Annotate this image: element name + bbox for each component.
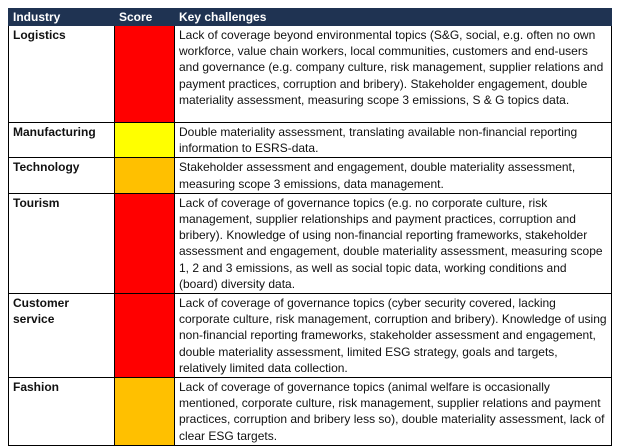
industry-cell: Tourism [8, 192, 115, 295]
industry-challenges-table: Industry Score Key challenges Logistics … [8, 8, 612, 446]
score-cell [114, 293, 175, 379]
industry-cell: Manufacturing [8, 121, 115, 159]
table-row-tourism: Tourism Lack of coverage of governance t… [8, 192, 612, 295]
table-header-row: Industry Score Key challenges [8, 8, 612, 26]
header-industry: Industry [8, 8, 115, 26]
score-cell [114, 121, 175, 159]
industry-challenges-table-container: Industry Score Key challenges Logistics … [8, 8, 612, 446]
challenges-cell: Lack of coverage beyond environmental to… [174, 25, 612, 123]
industry-cell: Fashion [8, 377, 115, 446]
table-row-customer-service: Customer service Lack of coverage of gov… [8, 293, 612, 379]
challenges-cell: Lack of coverage of governance topics (e… [174, 192, 612, 295]
score-cell [114, 192, 175, 295]
score-cell [114, 157, 175, 194]
challenges-cell: Double materiality assessment, translati… [174, 121, 612, 159]
table-row-manufacturing: Manufacturing Double materiality assessm… [8, 121, 612, 159]
header-challenges: Key challenges [174, 8, 612, 26]
challenges-cell: Stakeholder assessment and engagement, d… [174, 157, 612, 194]
table-row-logistics: Logistics Lack of coverage beyond enviro… [8, 25, 612, 123]
score-cell [114, 25, 175, 123]
industry-cell: Logistics [8, 25, 115, 123]
industry-cell: Customer service [8, 293, 115, 379]
challenges-cell: Lack of coverage of governance topics (c… [174, 293, 612, 379]
table-row-fashion: Fashion Lack of coverage of governance t… [8, 377, 612, 446]
score-cell [114, 377, 175, 446]
table-row-technology: Technology Stakeholder assessment and en… [8, 157, 612, 194]
challenges-cell: Lack of coverage of governance topics (a… [174, 377, 612, 446]
header-score: Score [114, 8, 175, 26]
industry-cell: Technology [8, 157, 115, 194]
